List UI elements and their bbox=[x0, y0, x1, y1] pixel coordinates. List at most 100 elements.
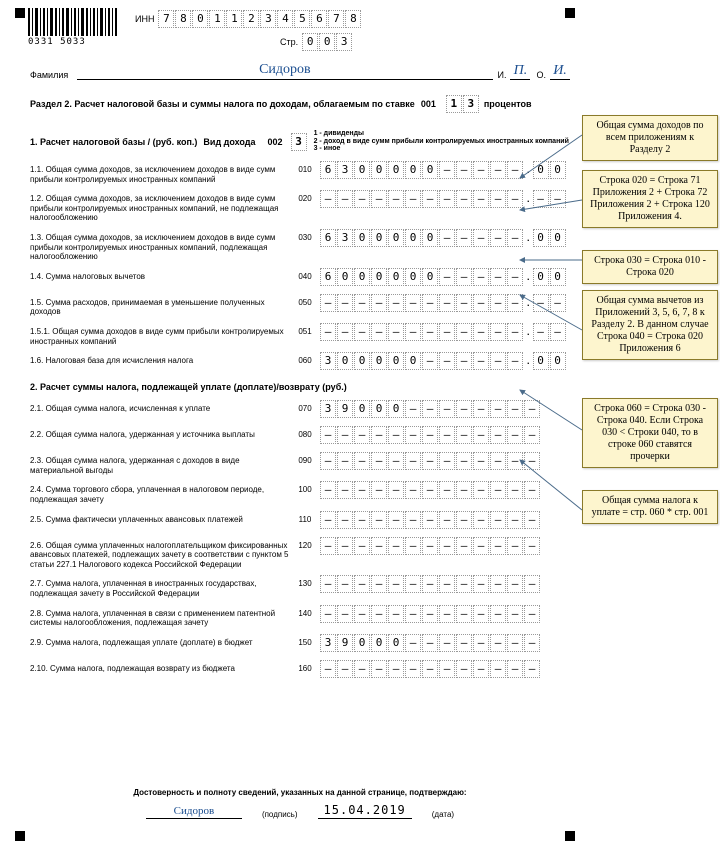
row-code: 040 bbox=[290, 268, 320, 281]
i-label: И. bbox=[498, 70, 507, 80]
row-desc: 1.1. Общая сумма доходов, за исключением… bbox=[30, 161, 290, 184]
row-code: 130 bbox=[290, 575, 320, 588]
row-desc: 2.4. Сумма торгового сбора, уплаченная в… bbox=[30, 481, 290, 504]
row-value: ––––––––––––.–– bbox=[320, 190, 567, 208]
callout: Общая сумма вычетов из Приложений 3, 5, … bbox=[582, 290, 718, 360]
row-value: ––––––––––––– bbox=[320, 537, 541, 555]
row-desc: 2.10. Сумма налога, подлежащая возврату … bbox=[30, 660, 290, 674]
row-value: 6000000–––––.00 bbox=[320, 268, 567, 286]
form-row: 2.5. Сумма фактически уплаченных авансов… bbox=[30, 511, 575, 531]
page-label: Стр. bbox=[280, 37, 298, 47]
row-code: 120 bbox=[290, 537, 320, 550]
form-row: 1.3. Общая сумма доходов, за исключением… bbox=[30, 229, 575, 262]
vid-note: 1 - дивиденды2 - доход в виде сумм прибы… bbox=[314, 130, 569, 153]
inn-value: 780112345678 bbox=[158, 10, 362, 28]
block1-title: 1. Расчет налоговой базы / (руб. коп.) bbox=[30, 137, 197, 147]
row-value: 39000–––––––– bbox=[320, 634, 541, 652]
date-label: (дата) bbox=[432, 810, 454, 819]
row-code: 070 bbox=[290, 400, 320, 413]
form-row: 2.9. Сумма налога, подлежащая уплате (до… bbox=[30, 634, 575, 654]
callout: Строка 060 = Строка 030 - Строка 040. Ес… bbox=[582, 398, 718, 468]
row-desc: 2.6. Общая сумма уплаченных налогоплател… bbox=[30, 537, 290, 570]
row-desc: 1.5. Сумма расходов, принимаемая в умень… bbox=[30, 294, 290, 317]
row-value: ––––––––––––– bbox=[320, 605, 541, 623]
row-value: ––––––––––––– bbox=[320, 511, 541, 529]
row-desc: 2.3. Общая сумма налога, удержанная с до… bbox=[30, 452, 290, 475]
callout: Общая сумма доходов по всем приложениям … bbox=[582, 115, 718, 161]
row-code: 030 bbox=[290, 229, 320, 242]
surname-label: Фамилия bbox=[30, 70, 68, 80]
row-value: ––––––––––––.–– bbox=[320, 323, 567, 341]
row-code: 020 bbox=[290, 190, 320, 203]
barcode-text: 0331 5033 bbox=[28, 37, 86, 47]
row-desc: 2.8. Сумма налога, уплаченная в связи с … bbox=[30, 605, 290, 628]
row-value: ––––––––––––– bbox=[320, 426, 541, 444]
form-row: 2.7. Сумма налога, уплаченная в иностран… bbox=[30, 575, 575, 598]
rate-code: 001 bbox=[421, 99, 436, 109]
block2-title: 2. Расчет суммы налога, подлежащей уплат… bbox=[30, 382, 575, 392]
row-code: 140 bbox=[290, 605, 320, 618]
inn-label: ИНН bbox=[135, 14, 154, 24]
row-value: ––––––––––––.–– bbox=[320, 294, 567, 312]
vid-value: 3 bbox=[291, 133, 308, 151]
initial-o: И. bbox=[550, 63, 570, 80]
row-code: 010 bbox=[290, 161, 320, 174]
sig-label: (подпись) bbox=[262, 810, 298, 819]
o-label: О. bbox=[536, 70, 546, 80]
form-row: 2.6. Общая сумма уплаченных налогоплател… bbox=[30, 537, 575, 570]
form-row: 2.8. Сумма налога, уплаченная в связи с … bbox=[30, 605, 575, 628]
signature: Сидоров bbox=[146, 805, 242, 819]
row-desc: 1.4. Сумма налоговых вычетов bbox=[30, 268, 290, 282]
row-desc: 2.9. Сумма налога, подлежащая уплате (до… bbox=[30, 634, 290, 648]
row-desc: 2.1. Общая сумма налога, исчисленная к у… bbox=[30, 400, 290, 414]
row-desc: 1.6. Налоговая база для исчисления налог… bbox=[30, 352, 290, 366]
callout: Общая сумма налога к уплате = стр. 060 *… bbox=[582, 490, 718, 524]
form-row: 1.6. Налоговая база для исчисления налог… bbox=[30, 352, 575, 372]
row-code: 160 bbox=[290, 660, 320, 673]
row-desc: 2.2. Общая сумма налога, удержанная у ис… bbox=[30, 426, 290, 440]
initial-i: П. bbox=[510, 63, 530, 80]
row-value: 300000––––––.00 bbox=[320, 352, 567, 370]
row-code: 050 bbox=[290, 294, 320, 307]
form-row: 1.1. Общая сумма доходов, за исключением… bbox=[30, 161, 575, 184]
page-value: 003 bbox=[302, 33, 353, 51]
footer-title: Достоверность и полноту сведений, указан… bbox=[60, 788, 540, 797]
form-row: 1.4. Сумма налоговых вычетов0406000000––… bbox=[30, 268, 575, 288]
surname-value: Сидоров bbox=[77, 62, 492, 80]
date-value: 15.04.2019 bbox=[318, 803, 412, 819]
row-desc: 1.3. Общая сумма доходов, за исключением… bbox=[30, 229, 290, 262]
row-value: 39000–––––––– bbox=[320, 400, 541, 418]
callout: Строка 030 = Строка 010 - Строка 020 bbox=[582, 250, 718, 284]
form-row: 2.3. Общая сумма налога, удержанная с до… bbox=[30, 452, 575, 475]
rate-unit: процентов bbox=[484, 99, 532, 109]
form-row: 1.5. Сумма расходов, принимаемая в умень… bbox=[30, 294, 575, 317]
row-code: 110 bbox=[290, 511, 320, 524]
callout: Строка 020 = Строка 71 Приложения 2 + Ст… bbox=[582, 170, 718, 228]
form-row: 2.10. Сумма налога, подлежащая возврату … bbox=[30, 660, 575, 680]
row-code: 051 bbox=[290, 323, 320, 336]
vid-code: 002 bbox=[268, 137, 283, 147]
row-desc: 2.7. Сумма налога, уплаченная в иностран… bbox=[30, 575, 290, 598]
form-row: 2.4. Сумма торгового сбора, уплаченная в… bbox=[30, 481, 575, 504]
row-value: 6300000–––––.00 bbox=[320, 229, 567, 247]
row-value: 6300000–––––.00 bbox=[320, 161, 567, 179]
row-desc: 1.2. Общая сумма доходов, за исключением… bbox=[30, 190, 290, 223]
rate-value: 13 bbox=[446, 95, 480, 113]
row-value: ––––––––––––– bbox=[320, 660, 541, 678]
form-row: 2.1. Общая сумма налога, исчисленная к у… bbox=[30, 400, 575, 420]
row-value: ––––––––––––– bbox=[320, 452, 541, 470]
row-code: 060 bbox=[290, 352, 320, 365]
form-row: 2.2. Общая сумма налога, удержанная у ис… bbox=[30, 426, 575, 446]
row-code: 080 bbox=[290, 426, 320, 439]
row-value: ––––––––––––– bbox=[320, 575, 541, 593]
row-code: 090 bbox=[290, 452, 320, 465]
row-code: 150 bbox=[290, 634, 320, 647]
row-desc: 1.5.1. Общая сумма доходов в виде сумм п… bbox=[30, 323, 290, 346]
barcode: 0331 5033 bbox=[28, 8, 118, 47]
section-title: Раздел 2. Расчет налоговой базы и суммы … bbox=[30, 99, 415, 109]
row-value: ––––––––––––– bbox=[320, 481, 541, 499]
vid-label: Вид дохода bbox=[203, 137, 255, 147]
form-row: 1.5.1. Общая сумма доходов в виде сумм п… bbox=[30, 323, 575, 346]
form-row: 1.2. Общая сумма доходов, за исключением… bbox=[30, 190, 575, 223]
row-code: 100 bbox=[290, 481, 320, 494]
